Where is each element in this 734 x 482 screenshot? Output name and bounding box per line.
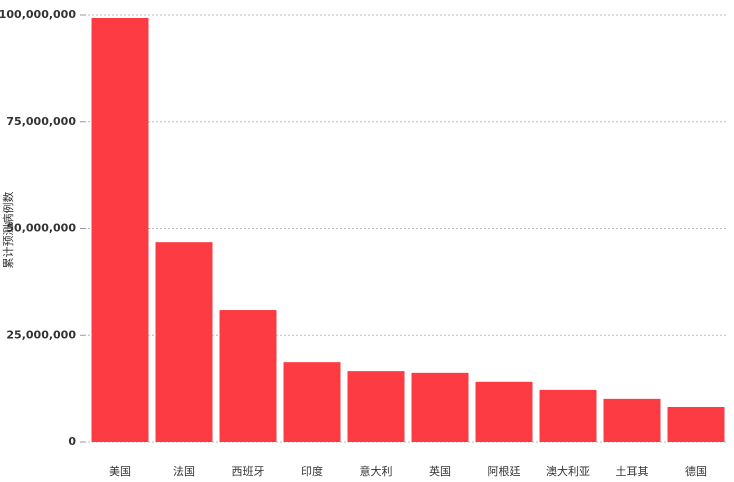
x-tick-label: 西班牙	[232, 465, 265, 478]
bar	[667, 406, 725, 442]
y-tick-label: 75,000,000	[6, 115, 76, 128]
y-axis-label: 累计预测病例数	[1, 192, 15, 269]
y-tick-label: 0	[68, 435, 76, 448]
x-tick-label: 印度	[301, 464, 323, 478]
bar	[347, 371, 405, 442]
y-tick-label: 25,000,000	[6, 328, 76, 341]
y-tick-label: 100,000,000	[0, 8, 76, 21]
y-tick-label: 50,000,000	[6, 222, 76, 235]
x-tick-label: 土耳其	[616, 465, 649, 478]
bar	[411, 372, 469, 442]
bar	[539, 389, 597, 442]
x-tick-label: 澳大利亚	[546, 464, 590, 478]
x-tick-label: 法国	[173, 464, 195, 478]
bar	[155, 242, 213, 442]
x-tick-label: 美国	[109, 465, 131, 478]
bar	[603, 398, 661, 442]
x-tick-label: 英国	[429, 464, 451, 478]
bar	[475, 381, 533, 442]
x-tick-label: 意大利	[360, 464, 393, 478]
bar	[283, 362, 341, 442]
x-tick-label: 阿根廷	[488, 464, 521, 478]
bar	[91, 17, 149, 442]
bar	[219, 310, 277, 442]
x-tick-label: 德国	[685, 464, 707, 478]
